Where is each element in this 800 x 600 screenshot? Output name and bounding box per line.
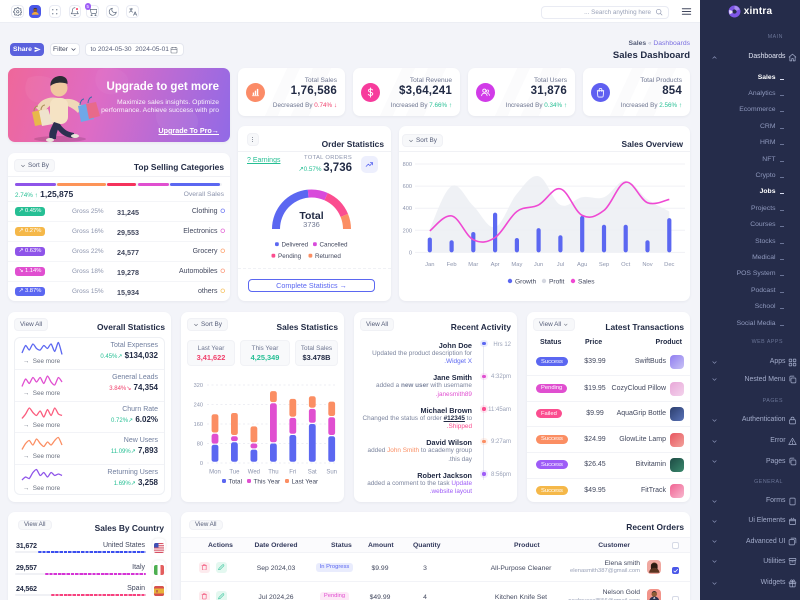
svg-text:Tue: Tue bbox=[229, 469, 240, 475]
svg-text:Total: Total bbox=[229, 478, 243, 485]
svg-text:Sat: Sat bbox=[308, 469, 317, 475]
svg-text:200: 200 bbox=[402, 228, 411, 234]
svg-text:Mon: Mon bbox=[209, 469, 221, 475]
svg-text:3736: 3736 bbox=[303, 220, 320, 229]
svg-text:Total: Total bbox=[299, 210, 323, 222]
svg-text:80: 80 bbox=[197, 441, 203, 447]
svg-text:Sep: Sep bbox=[598, 262, 608, 268]
svg-text:0: 0 bbox=[408, 250, 411, 256]
svg-text:320: 320 bbox=[194, 383, 203, 389]
svg-text:Mar: Mar bbox=[468, 262, 478, 268]
svg-text:Pending: Pending bbox=[278, 253, 302, 260]
svg-text:May: May bbox=[511, 262, 522, 268]
svg-text:Oct: Oct bbox=[621, 262, 630, 268]
svg-text:Wed: Wed bbox=[248, 469, 260, 475]
svg-text:Delivered: Delivered bbox=[282, 241, 309, 248]
svg-text:600: 600 bbox=[402, 184, 411, 190]
svg-text:This Year: This Year bbox=[254, 478, 282, 485]
svg-text:Sales: Sales bbox=[578, 279, 595, 286]
svg-text:Dec: Dec bbox=[664, 262, 674, 268]
svg-text:240: 240 bbox=[194, 402, 203, 408]
svg-text:800: 800 bbox=[402, 162, 411, 168]
svg-text:Fri: Fri bbox=[289, 469, 296, 475]
svg-text:Growth: Growth bbox=[515, 279, 537, 286]
svg-text:Profit: Profit bbox=[549, 279, 565, 286]
svg-text:Feb: Feb bbox=[446, 262, 456, 268]
svg-text:Cancelled: Cancelled bbox=[320, 241, 349, 248]
svg-text:Jun: Jun bbox=[533, 262, 542, 268]
svg-text:Sun: Sun bbox=[326, 469, 337, 475]
svg-text:Apr: Apr bbox=[490, 262, 499, 268]
svg-text:Agu: Agu bbox=[577, 262, 587, 268]
svg-text:Last Year: Last Year bbox=[292, 478, 320, 485]
svg-text:400: 400 bbox=[402, 206, 411, 212]
svg-text:Jan: Jan bbox=[425, 262, 434, 268]
svg-text:160: 160 bbox=[194, 422, 203, 428]
svg-text:Thu: Thu bbox=[268, 469, 278, 475]
svg-text:Returned: Returned bbox=[315, 253, 341, 260]
svg-text:Nov: Nov bbox=[642, 262, 652, 268]
svg-text:Jul: Jul bbox=[556, 262, 563, 268]
svg-text:0: 0 bbox=[200, 461, 203, 467]
